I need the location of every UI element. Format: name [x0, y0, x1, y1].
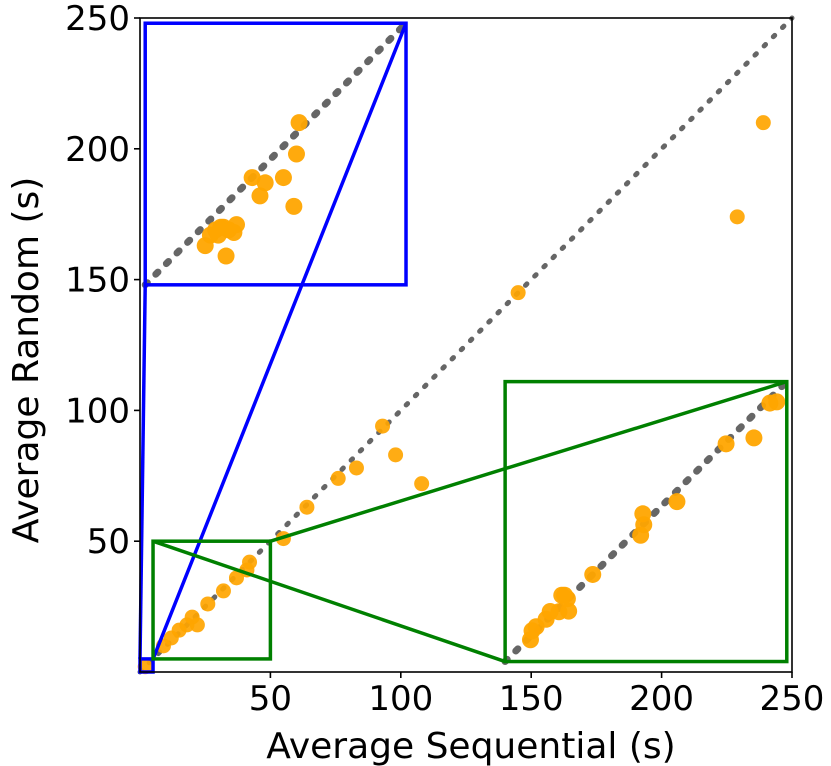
data-point-16	[348, 460, 364, 476]
x-tick-label-200: 200	[629, 679, 694, 719]
data-point-18	[388, 447, 404, 463]
axes-layer: 50 100 150 200 250 50 100 150 200 250	[65, 0, 824, 719]
y-tick-label-200: 200	[65, 130, 130, 170]
blue-zoom-point-12	[251, 187, 269, 205]
blue-zoom-point-14	[274, 169, 292, 187]
blue-zoom-point-7	[217, 247, 235, 265]
y-tick-label-150: 150	[65, 261, 130, 301]
y-tick-label-50: 50	[87, 522, 130, 562]
data-point-14	[299, 499, 315, 515]
blue-zoom-point-13	[256, 174, 274, 192]
green-zoom-connector-a	[152, 539, 506, 664]
green-zoom-point-19	[768, 393, 786, 411]
blue-zoom-point-16	[287, 145, 305, 163]
data-point-7	[189, 617, 205, 633]
data-point-10	[228, 570, 244, 586]
data-point-19	[414, 476, 430, 492]
green-zoom-point-15	[668, 493, 686, 511]
blue-zoom-point-17	[290, 114, 308, 132]
blue-zoom-point-10	[227, 216, 245, 234]
green-zoom-source-box	[151, 539, 273, 661]
green-zoom-point-11	[584, 565, 602, 583]
green-zoom-point-9	[558, 590, 576, 608]
green-zoom-frame	[503, 379, 789, 664]
data-point-9	[215, 583, 231, 599]
green-zoom-point-16	[717, 435, 735, 453]
green-zoom-point-14	[635, 516, 653, 534]
green-zoom-point-10	[560, 602, 578, 620]
data-point-22	[755, 115, 771, 131]
blue-zoom-point-15	[285, 197, 303, 215]
y-tick-label-250: 250	[65, 0, 130, 39]
x-tick-label-50: 50	[249, 679, 292, 719]
blue-zoom-connector-b	[151, 22, 408, 660]
green-zoom-connector-b	[269, 379, 788, 543]
plot-overlay	[138, 19, 791, 674]
blue-zoom-frame	[143, 21, 408, 287]
green-zoom-point-17	[745, 429, 763, 447]
blue-zoom-connector-a	[138, 284, 147, 659]
data-point-12	[242, 554, 258, 570]
plot-marks	[137, 115, 771, 675]
data-point-21	[729, 209, 745, 225]
y-tick-label-100: 100	[65, 391, 130, 431]
data-point-15	[330, 470, 346, 486]
x-tick-label-150: 150	[499, 679, 564, 719]
y-axis-label: Average Random (s)	[6, 177, 47, 544]
x-tick-label-100: 100	[368, 679, 433, 719]
data-point-17	[375, 418, 391, 434]
data-point-20	[510, 285, 526, 301]
blue-zoom-point-11	[243, 169, 261, 187]
plot-frame	[139, 17, 793, 673]
blue-zoom-reference-line	[141, 19, 410, 289]
data-point-8	[200, 596, 216, 612]
x-tick-label-250: 250	[760, 679, 825, 719]
x-axis-label: Average Sequential (s)	[266, 726, 675, 766]
